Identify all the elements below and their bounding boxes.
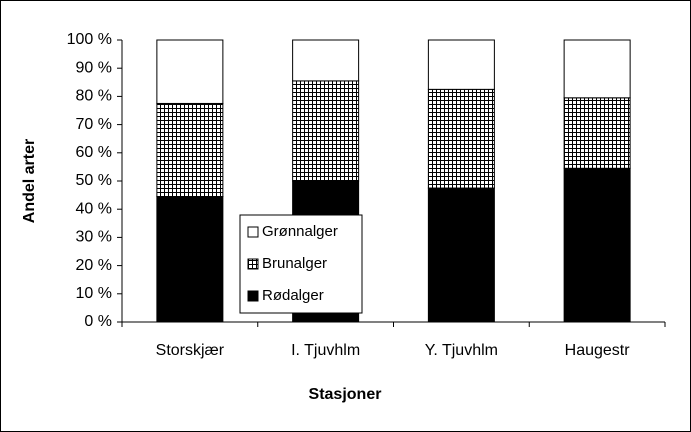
bar-segment xyxy=(292,39,360,82)
bar-segment xyxy=(427,39,495,90)
y-tick-label: 0 % xyxy=(84,313,112,330)
y-tick-label: 90 % xyxy=(76,59,112,76)
bar-segment xyxy=(156,39,224,104)
y-tick-label: 60 % xyxy=(76,144,112,161)
legend-swatch xyxy=(247,226,259,238)
y-tick-label: 50 % xyxy=(76,172,112,189)
y-tick-label: 10 % xyxy=(76,285,112,302)
x-axis-label: Stasjoner xyxy=(309,386,382,403)
legend-label: Brunalger xyxy=(262,255,327,272)
y-axis-label: Andel arter xyxy=(21,139,38,223)
y-tick-label: 100 % xyxy=(67,31,112,48)
bar-segment xyxy=(156,102,224,198)
y-tick-label: 80 % xyxy=(76,88,112,105)
y-tick-label: 30 % xyxy=(76,229,112,246)
bar-segment xyxy=(563,167,631,323)
x-tick-label: Haugestr xyxy=(565,342,631,359)
x-tick-label: I. Tjuvhlm xyxy=(291,342,360,359)
legend-label: Rødalger xyxy=(262,287,324,304)
legend-label: Grønnalger xyxy=(262,223,338,240)
y-tick-label: 40 % xyxy=(76,200,112,217)
bar-segment xyxy=(427,187,495,323)
legend-swatch xyxy=(247,258,259,270)
x-tick-label: Storskjær xyxy=(156,342,225,359)
legend-swatch xyxy=(247,290,259,302)
bar-segment xyxy=(427,88,495,189)
bar-segment xyxy=(563,97,631,169)
y-tick-label: 20 % xyxy=(76,257,112,274)
bar-segment xyxy=(563,39,631,99)
legend-box xyxy=(239,214,363,314)
y-tick-label: 70 % xyxy=(76,116,112,133)
bar-segment xyxy=(292,80,360,182)
bar-segment xyxy=(156,196,224,323)
x-tick-label: Y. Tjuvhlm xyxy=(425,342,498,359)
